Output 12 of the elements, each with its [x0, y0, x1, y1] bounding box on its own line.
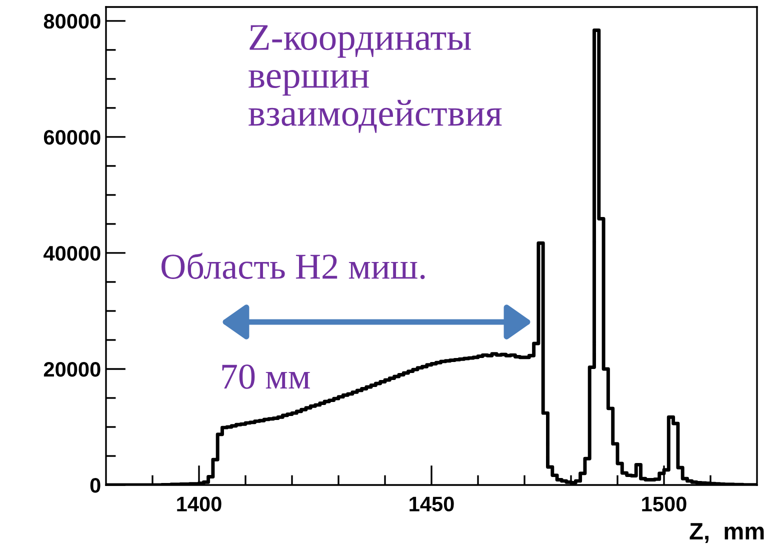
y-tick-label: 80000	[44, 14, 100, 29]
y-tick-label: 0	[90, 478, 100, 493]
x-axis-title: Z, mm	[690, 523, 764, 544]
y-tick-label: 40000	[44, 246, 100, 261]
x-tick-label: 1400	[177, 496, 222, 512]
x-tick-label: 1500	[642, 496, 686, 512]
text: Z-координаты вершин взаимодействия	[248, 25, 502, 133]
y-tick-label: 20000	[44, 362, 100, 377]
annotation: 70 мм	[222, 364, 310, 389]
y-tick-label: 60000	[44, 130, 100, 145]
x-tick-label: 1450	[410, 496, 454, 512]
annotation: Область H2 миш.	[162, 252, 425, 280]
